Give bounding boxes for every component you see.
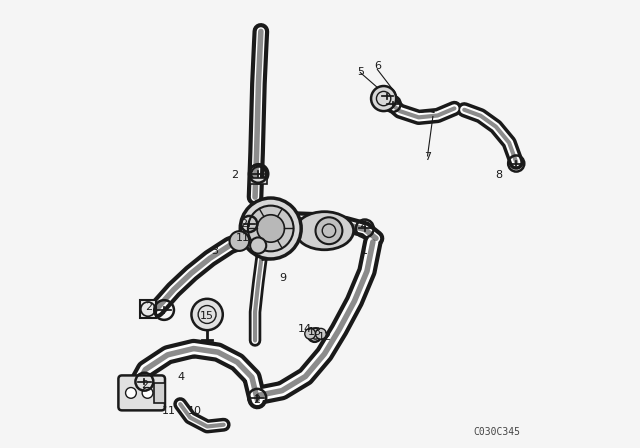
Text: 9: 9 [280, 273, 287, 283]
Text: 12: 12 [317, 332, 332, 342]
Text: 8: 8 [495, 170, 503, 180]
Text: 4: 4 [177, 372, 185, 382]
Text: 2: 2 [145, 302, 152, 312]
Text: 2: 2 [253, 395, 260, 405]
Circle shape [142, 388, 153, 398]
Text: 2: 2 [240, 219, 248, 229]
Circle shape [316, 328, 326, 339]
Text: 14: 14 [298, 324, 312, 334]
Ellipse shape [296, 211, 354, 250]
Circle shape [310, 328, 321, 339]
Text: 11: 11 [236, 233, 250, 243]
Circle shape [257, 215, 284, 242]
Bar [154, 383, 165, 403]
Text: C030C345: C030C345 [474, 427, 520, 437]
FancyArrowPatch shape [421, 111, 434, 112]
Circle shape [248, 206, 294, 251]
Text: 2: 2 [141, 380, 148, 390]
Circle shape [230, 231, 249, 251]
Text: 11: 11 [162, 406, 176, 416]
Circle shape [305, 328, 316, 339]
Text: 1: 1 [362, 246, 368, 256]
Circle shape [371, 86, 396, 111]
Bar [250, 178, 267, 184]
Circle shape [316, 217, 342, 244]
Circle shape [240, 198, 301, 259]
Text: 5: 5 [357, 67, 364, 77]
Bar [260, 232, 276, 260]
Bar [140, 300, 156, 318]
FancyBboxPatch shape [118, 375, 165, 410]
Text: 6: 6 [374, 61, 381, 71]
Circle shape [125, 388, 136, 398]
Text: 3: 3 [211, 246, 218, 256]
Text: 2: 2 [231, 170, 239, 180]
Text: 15: 15 [200, 311, 214, 321]
Text: 7: 7 [424, 152, 431, 162]
Text: 2: 2 [359, 219, 366, 229]
Circle shape [250, 237, 266, 254]
Text: 13: 13 [308, 327, 322, 337]
Text: 10: 10 [188, 406, 202, 416]
Circle shape [191, 299, 223, 330]
